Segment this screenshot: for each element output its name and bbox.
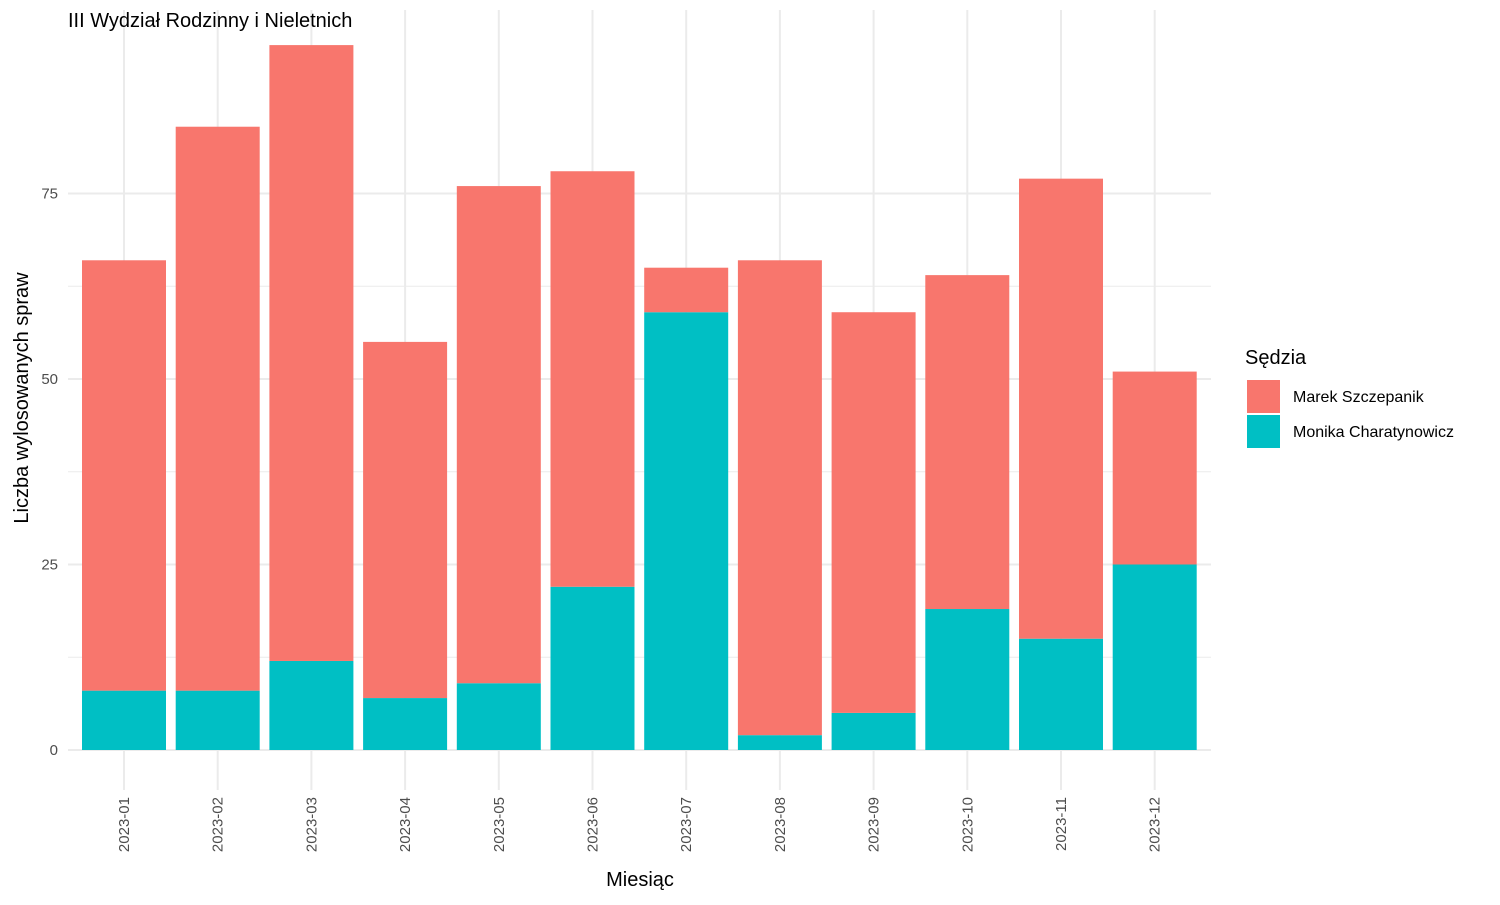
bar-segment <box>644 312 729 750</box>
y-tick-labels: 0 25 50 75 <box>41 186 58 760</box>
chart-title: III Wydział Rodzinny i Nieletnich <box>68 10 352 32</box>
bar-segment <box>550 171 635 587</box>
legend-items: Marek Szczepanik Monika Charatynowicz <box>1247 380 1454 448</box>
bar-segment <box>456 683 541 750</box>
bar-segment <box>456 186 541 684</box>
x-tick-label: 2023-12 <box>1147 797 1164 852</box>
bar-segment <box>269 45 354 661</box>
bar-segment <box>82 690 166 750</box>
x-tick-label: 2023-08 <box>772 797 789 852</box>
x-tick-label: 2023-11 <box>1053 797 1070 851</box>
bar-segment <box>550 586 635 750</box>
legend-label: Monika Charatynowicz <box>1293 424 1454 441</box>
x-tick-label: 2023-04 <box>397 797 414 852</box>
bar-segment <box>363 341 448 699</box>
x-tick-label: 2023-07 <box>678 797 695 852</box>
bars-layer <box>82 45 1197 750</box>
bar-segment <box>737 260 822 736</box>
bar-segment <box>925 275 1010 610</box>
x-axis-title: Miesiąc <box>606 869 674 891</box>
x-tick-label: 2023-10 <box>959 797 976 852</box>
x-tick-label: 2023-05 <box>491 797 508 852</box>
x-tick-label: 2023-02 <box>210 797 227 852</box>
y-tick-label: 50 <box>41 371 58 388</box>
bar-segment <box>925 609 1010 750</box>
bar-segment <box>1019 638 1103 750</box>
x-tick-label: 2023-06 <box>585 797 602 852</box>
y-tick-label: 75 <box>41 186 58 203</box>
legend-key <box>1247 415 1280 448</box>
x-tick-labels: 2023-01 2023-02 2023-03 2023-04 2023-05 2023-… <box>116 797 1164 852</box>
legend-label: Marek Szczepanik <box>1293 389 1425 406</box>
legend: Sędzia Marek Szczepanik Monika Charatynow… <box>1245 347 1454 448</box>
bar-segment <box>1112 371 1197 565</box>
bar-segment <box>269 660 354 750</box>
bar-segment <box>175 126 260 691</box>
bar-segment <box>175 690 260 750</box>
y-tick-label: 25 <box>41 557 58 574</box>
bar-segment <box>831 312 916 713</box>
legend-key <box>1247 380 1280 413</box>
bar-segment <box>737 735 822 750</box>
bar-segment <box>1112 564 1197 750</box>
bar-segment <box>644 267 729 313</box>
x-tick-label: 2023-09 <box>866 797 883 852</box>
y-axis-title: Liczba wylosowanych spraw <box>11 272 33 524</box>
bar-segment <box>831 712 916 750</box>
x-tick-label: 2023-01 <box>116 797 133 852</box>
bar-segment <box>363 698 448 750</box>
y-tick-label: 0 <box>50 742 58 759</box>
bar-segment <box>82 260 166 691</box>
legend-title: Sędzia <box>1245 347 1307 369</box>
x-tick-label: 2023-03 <box>303 797 320 852</box>
bar-segment <box>1019 178 1103 639</box>
